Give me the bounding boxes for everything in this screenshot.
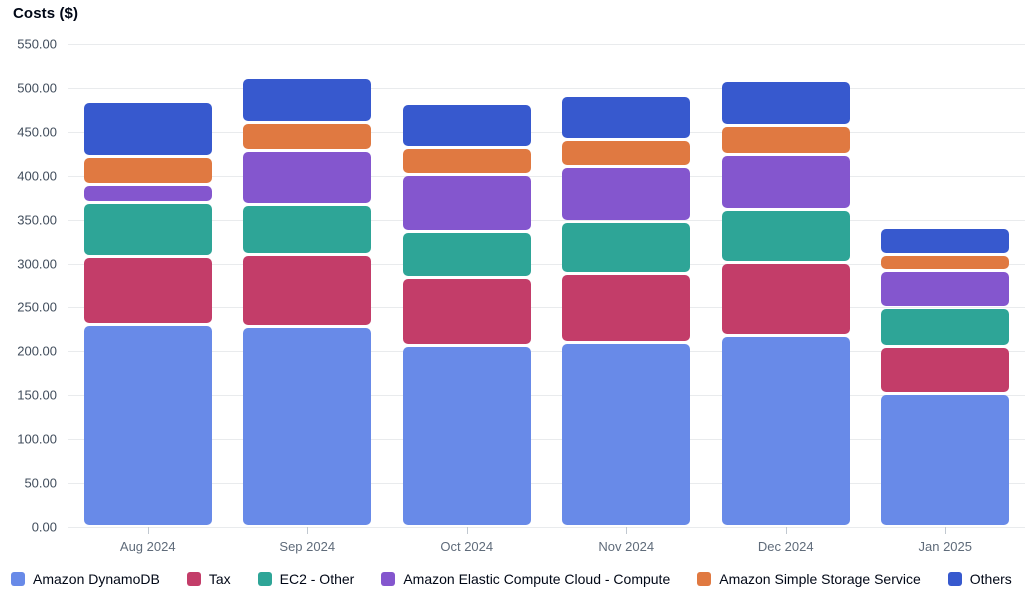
x-axis-label: Jan 2025 bbox=[918, 539, 973, 554]
bar-segment[interactable] bbox=[83, 157, 212, 183]
x-axis-label: Aug 2024 bbox=[119, 539, 176, 554]
bar-segment[interactable] bbox=[243, 206, 372, 254]
y-gridline bbox=[68, 219, 1025, 221]
bar-segment[interactable] bbox=[562, 274, 691, 342]
y-gridline bbox=[68, 87, 1025, 89]
bar-segment[interactable] bbox=[881, 229, 1010, 254]
legend-swatch-icon bbox=[697, 572, 712, 586]
bar-segment[interactable] bbox=[83, 102, 212, 155]
x-axis-tick bbox=[466, 527, 468, 534]
y-axis-label: 250.00 bbox=[17, 299, 57, 315]
bar-segment[interactable] bbox=[881, 272, 1010, 306]
bar-segment[interactable] bbox=[721, 264, 850, 335]
legend-swatch-icon bbox=[257, 572, 272, 586]
y-gridline bbox=[68, 351, 1025, 353]
bar-segment[interactable] bbox=[243, 79, 372, 121]
y-gridline bbox=[68, 527, 1025, 528]
y-axis-label: 550.00 bbox=[17, 36, 57, 52]
y-axis-label: 100.00 bbox=[17, 431, 57, 447]
bar-segment[interactable] bbox=[721, 156, 850, 209]
y-gridline bbox=[68, 439, 1025, 441]
bar-segment[interactable] bbox=[402, 233, 531, 277]
x-axis-label: Oct 2024 bbox=[440, 539, 494, 554]
legend-label: Tax bbox=[208, 571, 231, 587]
legend-swatch-icon bbox=[186, 572, 201, 586]
bar-segment[interactable] bbox=[562, 141, 691, 166]
bar-segment[interactable] bbox=[881, 395, 1010, 525]
legend-item[interactable]: EC2 - Other bbox=[257, 571, 355, 587]
legend-label: Amazon Elastic Compute Cloud - Compute bbox=[403, 571, 671, 587]
y-gridline bbox=[68, 395, 1025, 397]
x-axis-tick bbox=[785, 527, 787, 534]
legend-label: Amazon DynamoDB bbox=[33, 571, 160, 587]
y-axis-label: 300.00 bbox=[17, 256, 57, 272]
bar-segment[interactable] bbox=[562, 96, 691, 139]
x-axis-tick bbox=[626, 527, 628, 534]
chart-title: Costs ($) bbox=[13, 5, 79, 22]
y-axis-label: 50.00 bbox=[24, 475, 57, 491]
bar-segment[interactable] bbox=[881, 347, 1010, 392]
bar-segment[interactable] bbox=[402, 104, 531, 147]
bar-segment[interactable] bbox=[243, 328, 372, 525]
y-gridline bbox=[68, 44, 1025, 45]
legend-item[interactable]: Others bbox=[947, 571, 1012, 587]
legend-label: Others bbox=[969, 571, 1012, 587]
legend-label: EC2 - Other bbox=[279, 571, 355, 587]
y-gridline bbox=[68, 483, 1025, 485]
legend-item[interactable]: Amazon Elastic Compute Cloud - Compute bbox=[381, 571, 670, 587]
legend-swatch-icon bbox=[381, 572, 396, 586]
bar-segment[interactable] bbox=[402, 346, 531, 525]
bar-segment[interactable] bbox=[243, 256, 372, 326]
bar-segment[interactable] bbox=[562, 168, 691, 220]
bar-segment[interactable] bbox=[83, 204, 212, 255]
bar-segment[interactable] bbox=[83, 325, 212, 525]
y-axis-label: 350.00 bbox=[17, 212, 57, 228]
x-axis-tick bbox=[307, 527, 309, 534]
legend-item[interactable]: Tax bbox=[186, 571, 231, 587]
y-gridline bbox=[68, 263, 1025, 265]
y-gridline bbox=[68, 307, 1025, 309]
y-gridline bbox=[68, 175, 1025, 177]
legend-item[interactable]: Amazon Simple Storage Service bbox=[697, 571, 921, 587]
bar-segment[interactable] bbox=[721, 211, 850, 262]
bar-segment[interactable] bbox=[562, 344, 691, 525]
legend-swatch-icon bbox=[947, 572, 962, 586]
legend-swatch-icon bbox=[11, 572, 25, 586]
bar-segment[interactable] bbox=[562, 222, 691, 272]
bar-segment[interactable] bbox=[83, 258, 212, 323]
y-axis-label: 400.00 bbox=[17, 168, 57, 184]
x-axis-label: Sep 2024 bbox=[279, 539, 336, 554]
bar-segment[interactable] bbox=[721, 337, 850, 525]
x-axis-tick bbox=[147, 527, 149, 534]
legend-label: Amazon Simple Storage Service bbox=[719, 571, 921, 587]
legend-item[interactable]: Amazon DynamoDB bbox=[11, 571, 160, 587]
chart-legend: Amazon DynamoDB Tax EC2 - Other Amazon Elas… bbox=[11, 571, 1012, 587]
bar-segment[interactable] bbox=[721, 127, 850, 154]
x-axis-label: Nov 2024 bbox=[598, 539, 655, 554]
bar-segment[interactable] bbox=[402, 149, 531, 174]
bar-segment[interactable] bbox=[721, 81, 850, 125]
bar-segment[interactable] bbox=[243, 123, 372, 149]
x-axis-tick bbox=[945, 527, 947, 534]
x-axis-label: Dec 2024 bbox=[757, 539, 814, 554]
bar-segment[interactable] bbox=[402, 279, 531, 344]
bar-segment[interactable] bbox=[402, 176, 531, 231]
y-axis-label: 500.00 bbox=[17, 80, 57, 96]
y-axis-label: 450.00 bbox=[17, 124, 57, 140]
y-axis-label: 200.00 bbox=[17, 343, 57, 359]
bar-segment[interactable] bbox=[881, 256, 1010, 270]
bar-segment[interactable] bbox=[881, 308, 1010, 345]
bar-segment[interactable] bbox=[243, 151, 372, 204]
y-gridline bbox=[68, 131, 1025, 133]
y-axis-label: 0.00 bbox=[31, 519, 57, 535]
bar-segment[interactable] bbox=[83, 186, 212, 202]
y-axis-label: 150.00 bbox=[17, 387, 57, 403]
plot-area: 0.00 50.00 100.00 150.00 200.00 250.00 300.00 3… bbox=[17, 36, 1025, 554]
